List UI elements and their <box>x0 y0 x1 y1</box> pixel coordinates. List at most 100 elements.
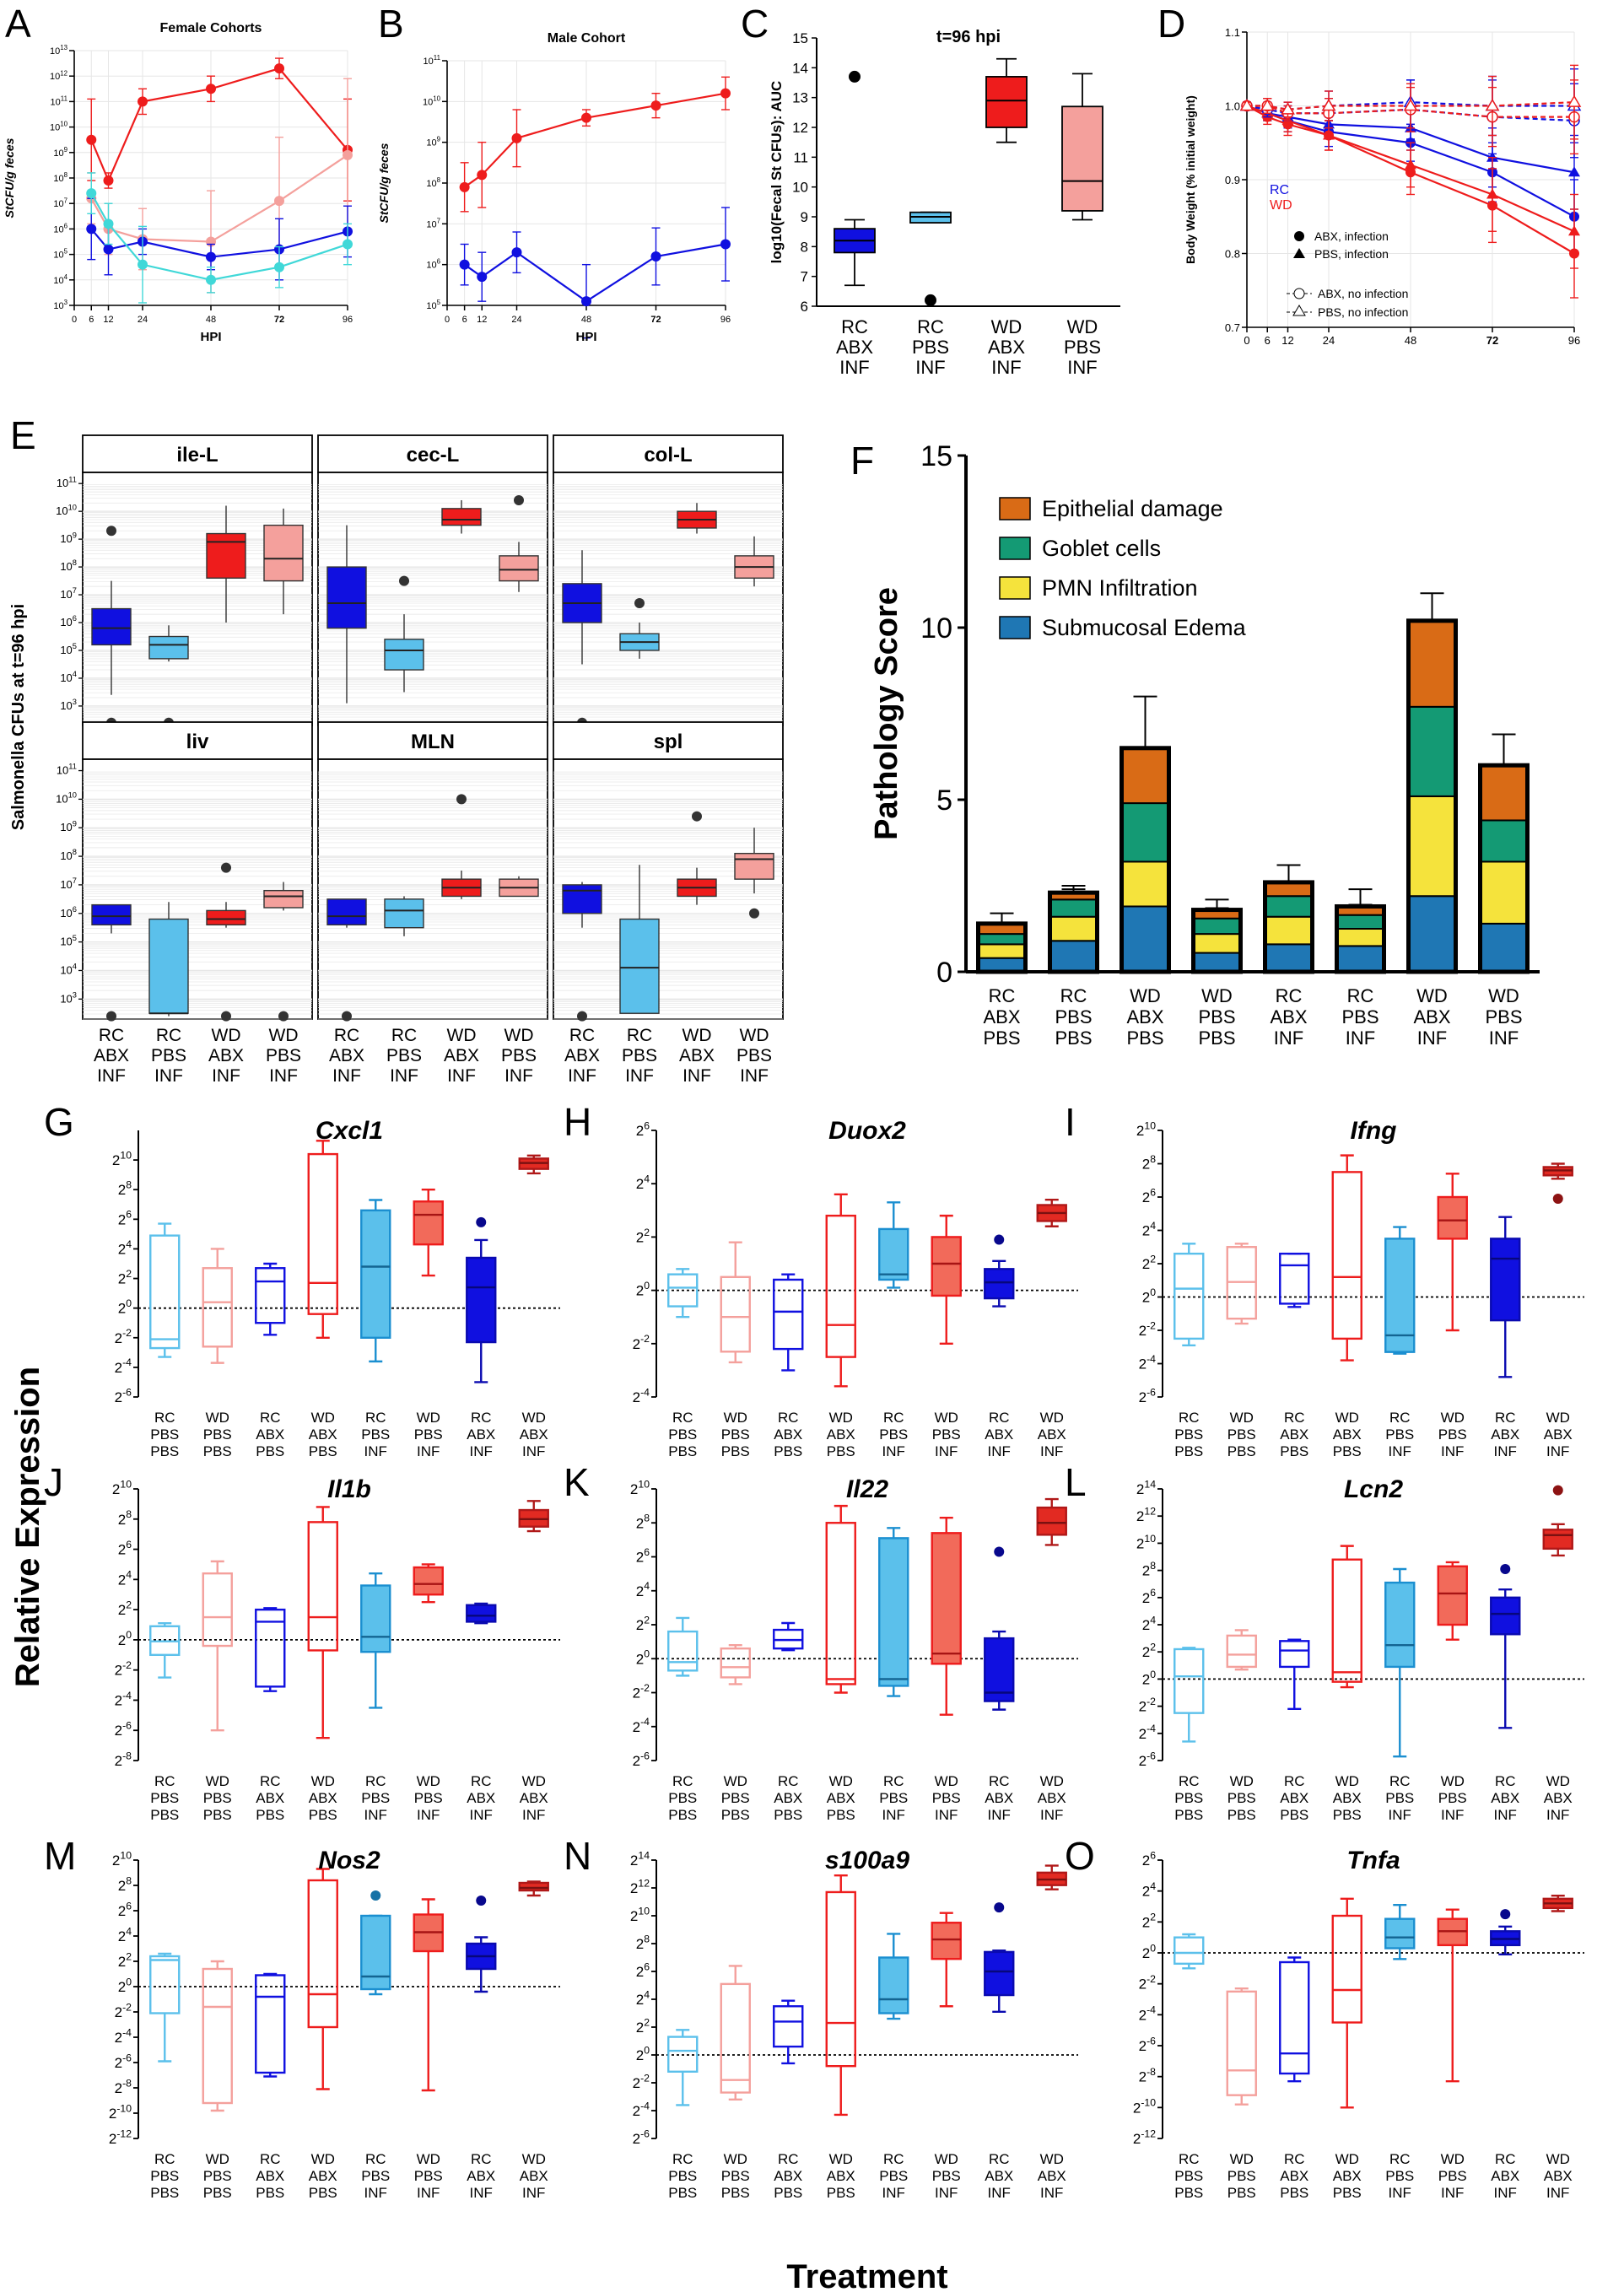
bar-outline <box>1191 908 1243 974</box>
category-label: INF <box>417 2185 440 2201</box>
y-tick-label: 11 <box>793 149 808 165</box>
category-label: ABX <box>1280 1426 1308 1443</box>
y-tick-label: 13 <box>792 90 808 106</box>
category-label: WD <box>1335 1410 1359 1426</box>
chart-panel-H: 2-42-220222426RCPBSPBSWDPBSPBSRCABXPBSWD… <box>633 1117 1078 1459</box>
outlier-point <box>476 1896 487 1906</box>
x-tick-label: 96 <box>720 315 731 325</box>
category-label: PBS <box>150 1807 179 1823</box>
category-label: PBS <box>361 1790 390 1806</box>
bar-segment <box>1407 705 1457 797</box>
category-label: WD <box>417 1410 440 1426</box>
outlier-point <box>692 811 702 822</box>
y-tick-label: 1.0 <box>1225 100 1240 113</box>
outlier-point <box>994 1902 1005 1913</box>
box <box>413 1566 444 1596</box>
data-point <box>581 112 591 123</box>
x-tick-label: 0 <box>72 315 77 325</box>
box <box>562 884 602 914</box>
y-tick-label: 103 <box>60 990 77 1005</box>
legend-abx-infection: ABX, infection <box>1314 229 1389 243</box>
box <box>360 1914 391 1991</box>
category-label: WD <box>1230 2151 1254 2167</box>
series-line <box>463 243 726 303</box>
box <box>360 1209 391 1339</box>
category-label: WD <box>311 1410 335 1426</box>
category-label: PBS <box>309 1443 337 1459</box>
chart-panel-M: 2-122-102-82-62-42-22022242628210RCPBSPB… <box>109 1847 560 2201</box>
bar-segment <box>1335 945 1385 973</box>
category-label: INF <box>991 357 1021 378</box>
category-label: RC <box>1179 2151 1200 2167</box>
category-label: RC <box>778 1773 799 1789</box>
box <box>1384 1581 1416 1669</box>
y-tick-label: 20 <box>636 1280 650 1299</box>
data-point <box>206 84 216 94</box>
category-label: INF <box>417 1807 440 1823</box>
y-tick-label: 22 <box>636 2016 650 2036</box>
y-tick-label: 26 <box>118 1900 132 1919</box>
box <box>307 1879 338 2029</box>
category-label: PBS <box>774 1807 802 1823</box>
category-label: WD <box>1040 2151 1064 2167</box>
category-label: PBS <box>668 1443 697 1459</box>
chart-panel-J: 2-82-62-42-22022242628210RCPBSPBSWDPBSPB… <box>112 1475 560 1823</box>
box <box>1437 1565 1468 1626</box>
bar-segment <box>1192 933 1242 954</box>
facet-label: liv <box>186 731 209 753</box>
box <box>1279 1252 1310 1305</box>
y-tick-label: 24 <box>636 1988 650 2008</box>
category-label: RC <box>99 1026 124 1045</box>
category-label: PBS <box>1174 1443 1203 1459</box>
category-label: INF <box>1389 1807 1411 1823</box>
facet-label: spl <box>654 731 683 753</box>
category-label: ABX <box>520 1790 548 1806</box>
category-label: INF <box>504 1066 533 1086</box>
category-label: WD <box>522 1410 546 1426</box>
category-label: INF <box>332 1066 361 1086</box>
y-tick-label: 214 <box>1136 1478 1156 1497</box>
gene-title: Il22 <box>846 1475 888 1503</box>
y-tick-label: 2-4 <box>115 1356 132 1376</box>
bar-segment <box>1049 898 1098 918</box>
category-label: WD <box>935 1773 958 1789</box>
category-label: PBS <box>1333 2185 1362 2201</box>
y-tick-label: 22 <box>118 1950 132 1970</box>
data-point <box>511 247 522 258</box>
y-tick-label: 109 <box>53 146 67 159</box>
category-label: PBS <box>736 1046 772 1065</box>
category-label: ABX <box>520 2168 548 2184</box>
box <box>931 1236 962 1297</box>
category-label: ABX <box>1544 1426 1573 1443</box>
y-tick-label: 1010 <box>50 121 68 133</box>
category-label: PBS <box>721 2168 750 2184</box>
box <box>499 555 539 582</box>
outlier-point <box>994 1546 1005 1557</box>
category-label: INF <box>1040 2185 1063 2201</box>
y-tick-label: 109 <box>426 136 440 148</box>
category-label: RC <box>883 2151 904 2167</box>
y-tick-label: 28 <box>1142 1153 1156 1173</box>
bar-segment <box>1335 928 1385 947</box>
y-tick-label: 20 <box>118 1629 132 1648</box>
category-label: INF <box>683 1066 711 1086</box>
category-label: WD <box>1040 1410 1064 1426</box>
category-label: WD <box>1130 985 1161 1006</box>
legend-abx-no-infection: ABX, no infection <box>1318 287 1408 300</box>
category-label: PBS <box>622 1046 657 1065</box>
category-label: RC <box>1060 985 1087 1006</box>
gene-title: Lcn2 <box>1344 1475 1403 1503</box>
category-label: PBS <box>386 1046 422 1065</box>
box <box>773 1278 804 1351</box>
data-point <box>1568 166 1580 177</box>
y-tick-label: 2-4 <box>1139 1353 1157 1373</box>
category-label: ABX <box>208 1046 244 1065</box>
category-label: RC <box>154 2151 175 2167</box>
y-tick-label: 2-4 <box>115 1690 132 1709</box>
category-label: INF <box>364 2185 387 2201</box>
category-label: ABX <box>1333 1790 1362 1806</box>
category-label: RC <box>989 1410 1010 1426</box>
category-label: PBS <box>721 1790 750 1806</box>
category-label: RC <box>365 1773 386 1789</box>
chart-panel-O: 2-122-102-82-62-42-220222426RCPBSPBSWDPB… <box>1133 1847 1584 2201</box>
